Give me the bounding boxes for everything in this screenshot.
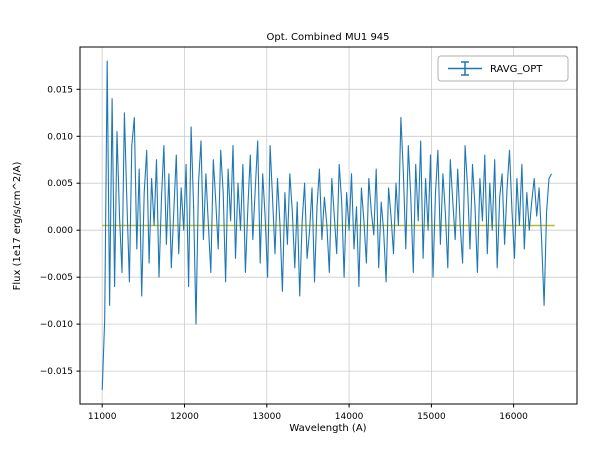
x-tick-label: 15000 <box>417 412 446 422</box>
y-tick-label: −0.015 <box>40 367 73 377</box>
x-tick-label: 12000 <box>170 412 199 422</box>
x-axis-label: Wavelength (A) <box>289 423 366 434</box>
legend: RAVG_OPT <box>437 55 569 82</box>
y-tick-label: 0.000 <box>47 226 73 236</box>
x-tick-label: 14000 <box>335 412 364 422</box>
y-tick-label: −0.010 <box>40 320 74 330</box>
plot-area: 11000 12000 13000 14000 15000 16000 −0.015 −0.0… <box>40 46 578 422</box>
series-line-RAVG_OPT <box>101 60 552 390</box>
legend-entry-label: RAVG_OPT <box>490 64 543 75</box>
y-axis-label: Flux (1e17 erg/s/cm^2/A) <box>12 162 23 291</box>
y-tick-label: −0.005 <box>40 273 73 283</box>
chart-title: Opt. Combined MU1 945 <box>266 32 389 43</box>
x-tick-label: 11000 <box>88 412 117 422</box>
y-tick-label: 0.010 <box>47 132 73 142</box>
legend-box <box>437 55 569 82</box>
x-tick-label: 16000 <box>499 412 528 422</box>
legend-errorbar-sample-icon <box>448 61 482 76</box>
x-tick-label: 13000 <box>252 412 281 422</box>
axes-spines <box>79 46 578 405</box>
y-tick-label: 0.015 <box>47 85 73 95</box>
y-tick-label: 0.005 <box>47 179 73 189</box>
